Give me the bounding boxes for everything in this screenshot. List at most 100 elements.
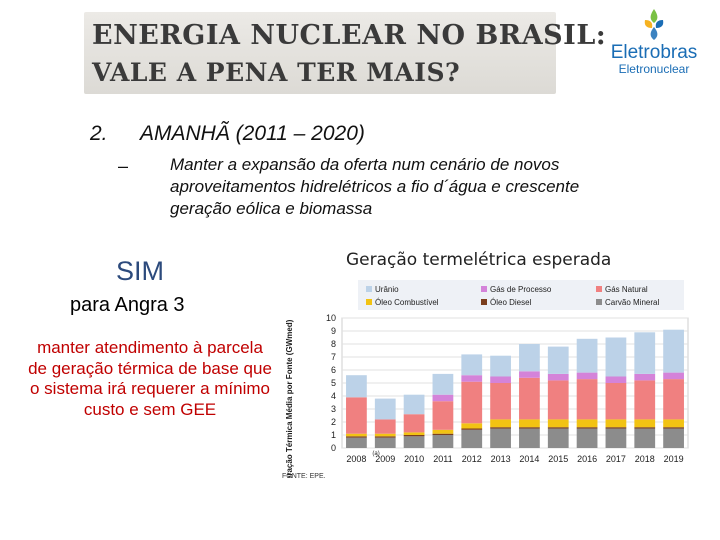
bar-segment [519, 427, 540, 429]
bar-segment [576, 372, 598, 380]
y-tick-label: 8 [331, 339, 336, 349]
bullet-dash: – [118, 156, 129, 176]
legend-label: Óleo Diesel [490, 298, 532, 307]
bar-segment [432, 429, 454, 434]
bar-segment [403, 394, 425, 415]
bar-segment [346, 436, 367, 438]
bar-segment [634, 332, 656, 374]
legend-label: Gás Natural [605, 285, 648, 294]
bar-segment [576, 419, 598, 428]
bar-segment [547, 428, 569, 448]
logo-brand: Eletrobras [610, 42, 698, 63]
bar-segment [663, 329, 684, 373]
bar-segment [547, 380, 569, 420]
bar-segment [403, 414, 425, 433]
bar-segment [605, 419, 627, 428]
bar-segment [374, 398, 396, 420]
bar-segment [346, 437, 367, 448]
x-tick-label: 2018 [635, 454, 655, 464]
bar-segment [461, 354, 483, 376]
y-tick-label: 6 [331, 365, 336, 375]
bar-segment [634, 428, 656, 448]
y-tick-label: 3 [331, 404, 336, 414]
bar-segment [634, 419, 656, 428]
x-tick-label: 2014 [519, 454, 539, 464]
bar-segment [461, 429, 483, 448]
bar-segment [490, 419, 511, 428]
bar-segment [519, 419, 540, 428]
x-tick-label: 2012 [462, 454, 482, 464]
section-heading: AMANHÃ (2011 – 2020) [140, 122, 365, 145]
bar-segment [490, 427, 511, 429]
x-tick-label: 2008 [346, 454, 366, 464]
y-tick-label: 9 [331, 326, 336, 336]
x-tick-note: (a) [372, 451, 379, 457]
bar-segment [576, 427, 598, 429]
y-tick-label: 0 [331, 443, 336, 453]
bar-segment [576, 379, 598, 420]
x-tick-label: 2017 [606, 454, 626, 464]
logo-subbrand: Eletronuclear [618, 62, 690, 76]
bar-segment [403, 432, 425, 435]
bar-segment [634, 427, 656, 429]
bar-segment [432, 435, 454, 448]
bar-segment [490, 355, 511, 377]
title-banner: ENERGIA NUCLEAR NO BRASIL: VALE A PENA T… [84, 12, 606, 94]
legend-label: Carvão Mineral [605, 298, 659, 307]
bar-segment [432, 433, 454, 435]
legend-label: Gás de Processo [490, 285, 552, 294]
bar-segment [547, 373, 569, 381]
bar-segment [374, 433, 396, 437]
bar-segment [374, 437, 396, 448]
bar-segment [490, 376, 511, 383]
bar-segment [432, 373, 454, 395]
legend-swatch [596, 286, 602, 292]
x-tick-label: 2011 [433, 454, 452, 464]
bar-segment [547, 346, 569, 374]
explanation-text: manter atendimento à parcela de geração … [28, 338, 272, 419]
bar-segment [519, 344, 540, 372]
bar-segment [634, 380, 656, 420]
bar-segment [403, 435, 425, 437]
bar-segment [490, 428, 511, 448]
title-line-2: VALE A PENA TER MAIS? [92, 58, 461, 87]
chart-source: FONTE: EPE. [282, 473, 326, 480]
drop-logo-icon [644, 9, 664, 40]
bar-segment [374, 436, 396, 438]
bar-segment [576, 338, 598, 373]
legend-swatch [366, 286, 372, 292]
y-tick-label: 4 [331, 391, 336, 401]
bar-segment [663, 427, 684, 429]
bar-segment [519, 428, 540, 448]
bar-segment [346, 397, 367, 434]
bar-segment [490, 383, 511, 420]
bar-segment [547, 419, 569, 428]
y-tick-label: 10 [326, 313, 336, 323]
bar-segment [432, 401, 454, 430]
legend-swatch [596, 299, 602, 305]
sim-label: SIM [116, 256, 165, 286]
bar-segment [461, 428, 483, 430]
legend-label: Urânio [375, 285, 399, 294]
x-tick-label: 2019 [664, 454, 684, 464]
x-tick-label: 2010 [404, 454, 424, 464]
section-number: 2. [90, 122, 108, 145]
legend-swatch [481, 299, 487, 305]
chart-title: Geração termelétrica esperada [346, 250, 612, 270]
legend-swatch [366, 299, 372, 305]
x-tick-label: 2013 [491, 454, 511, 464]
bar-segment [605, 428, 627, 448]
bar-segment [461, 381, 483, 424]
angra-label: para Angra 3 [70, 294, 185, 316]
bar-segment [519, 371, 540, 378]
y-tick-label: 2 [331, 417, 336, 427]
bar-segment [461, 423, 483, 429]
y-tick-label: 1 [331, 430, 336, 440]
bar-segment [663, 372, 684, 380]
y-tick-label: 5 [331, 378, 336, 388]
bar-segment [605, 427, 627, 429]
bar-segment [663, 379, 684, 420]
bar-segment [634, 373, 656, 381]
bar-segment [346, 433, 367, 437]
y-tick-label: 7 [331, 352, 336, 362]
